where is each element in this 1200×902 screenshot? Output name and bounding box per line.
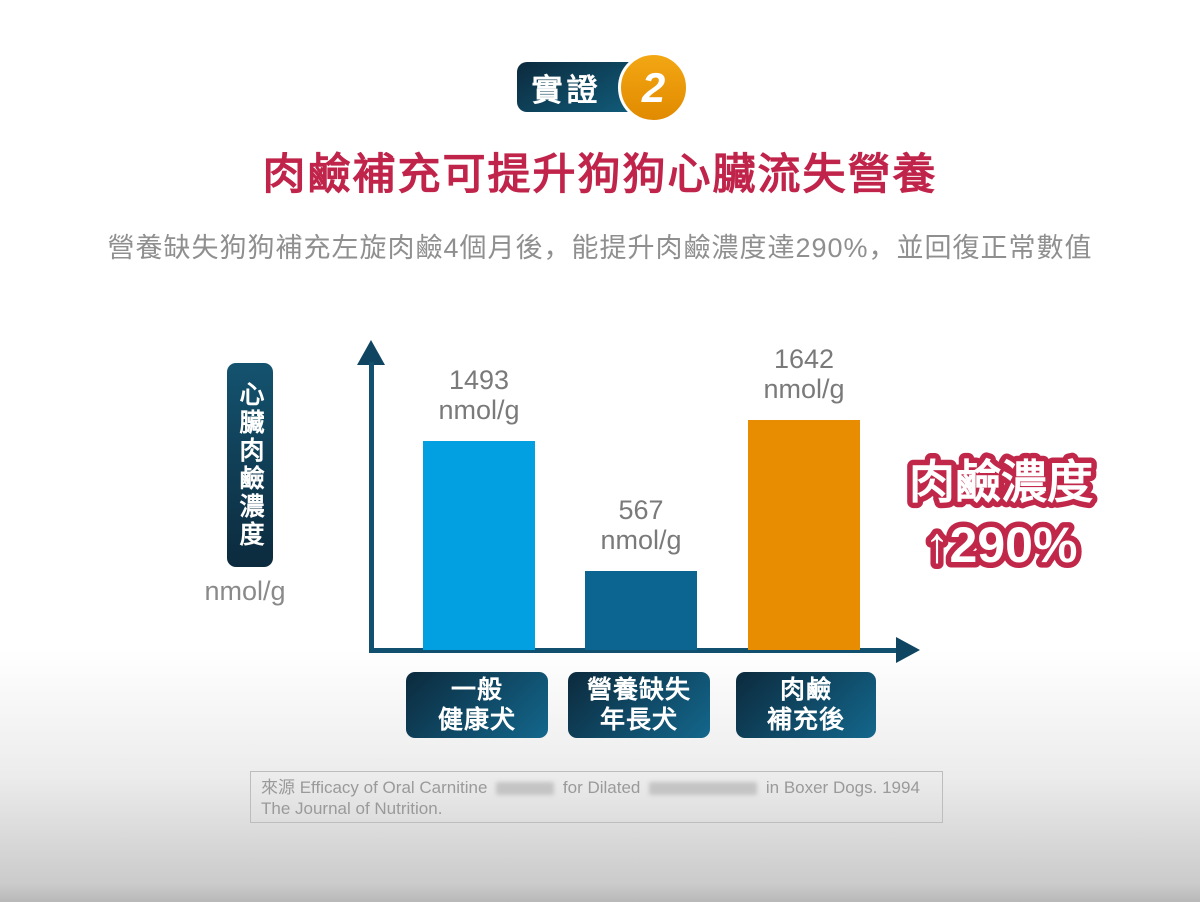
- bar-healthy-dog: [423, 441, 535, 650]
- x-category-after-carnitine: 肉鹼 補充後: [736, 672, 876, 738]
- bar-value-unit: nmol/g: [600, 525, 682, 555]
- page-title: 肉鹼補充可提升狗狗心臟流失營養: [262, 151, 938, 199]
- page-subtitle: 營養缺失狗狗補充左旋肉鹼4個月後，能提升肉鹼濃度達290%，並回復正常數值: [107, 233, 1093, 263]
- x-axis-line: [369, 648, 897, 653]
- y-axis-line: [369, 362, 374, 652]
- evidence-number: 2: [641, 63, 666, 111]
- category-line: 一般: [450, 676, 503, 704]
- category-line: 營養缺失: [586, 676, 691, 704]
- bar-value: 1642: [773, 344, 835, 374]
- bar-value-label-deficient: 567 nmol/g: [566, 495, 716, 555]
- category-line: 年長犬: [599, 706, 678, 734]
- y-axis-unit: nmol/g: [204, 576, 286, 606]
- category-line: 肉鹼: [779, 676, 832, 704]
- callout-line2: ↑290%: [925, 517, 1078, 573]
- x-category-deficient-senior-dog: 營養缺失 年長犬: [568, 672, 710, 738]
- source-text-part2: for Dilated: [562, 778, 641, 797]
- bar-value-unit: nmol/g: [438, 395, 520, 425]
- source-text-part3: in Boxer Dogs. 1994 The Journal of Nutri…: [261, 778, 920, 818]
- carnitine-increase-callout: 肉鹼濃度 ↑290%: [904, 451, 1099, 579]
- evidence-number-badge: 2: [618, 52, 689, 123]
- evidence-badge-label: 實證: [531, 72, 602, 108]
- bar-value-label-healthy: 1493 nmol/g: [404, 365, 554, 425]
- bar-value: 1493: [448, 365, 510, 395]
- redacted-text-block: [496, 782, 555, 796]
- category-line: 補充後: [766, 706, 845, 734]
- callout-line1: 肉鹼濃度: [909, 456, 1093, 508]
- bar-value-label-after: 1642 nmol/g: [729, 344, 879, 404]
- bar-deficient-senior-dog: [585, 571, 697, 650]
- bar-after-carnitine: [748, 420, 860, 650]
- source-text-part1: 來源 Efficacy of Oral Carnitine: [261, 778, 488, 797]
- redacted-text-block: [649, 782, 758, 796]
- y-axis-label-box: 心臟肉鹼濃度: [227, 363, 273, 567]
- x-category-healthy-dog: 一般 健康犬: [406, 672, 548, 738]
- x-axis-arrowhead-icon: [896, 637, 920, 663]
- category-line: 健康犬: [437, 706, 516, 734]
- y-axis-arrowhead-icon: [357, 340, 385, 365]
- source-citation: 來源 Efficacy of Oral Carnitine for Dilate…: [250, 771, 943, 823]
- bar-value: 567: [618, 495, 664, 525]
- y-axis-label: 心臟肉鹼濃度: [236, 381, 264, 549]
- bar-value-unit: nmol/g: [763, 374, 845, 404]
